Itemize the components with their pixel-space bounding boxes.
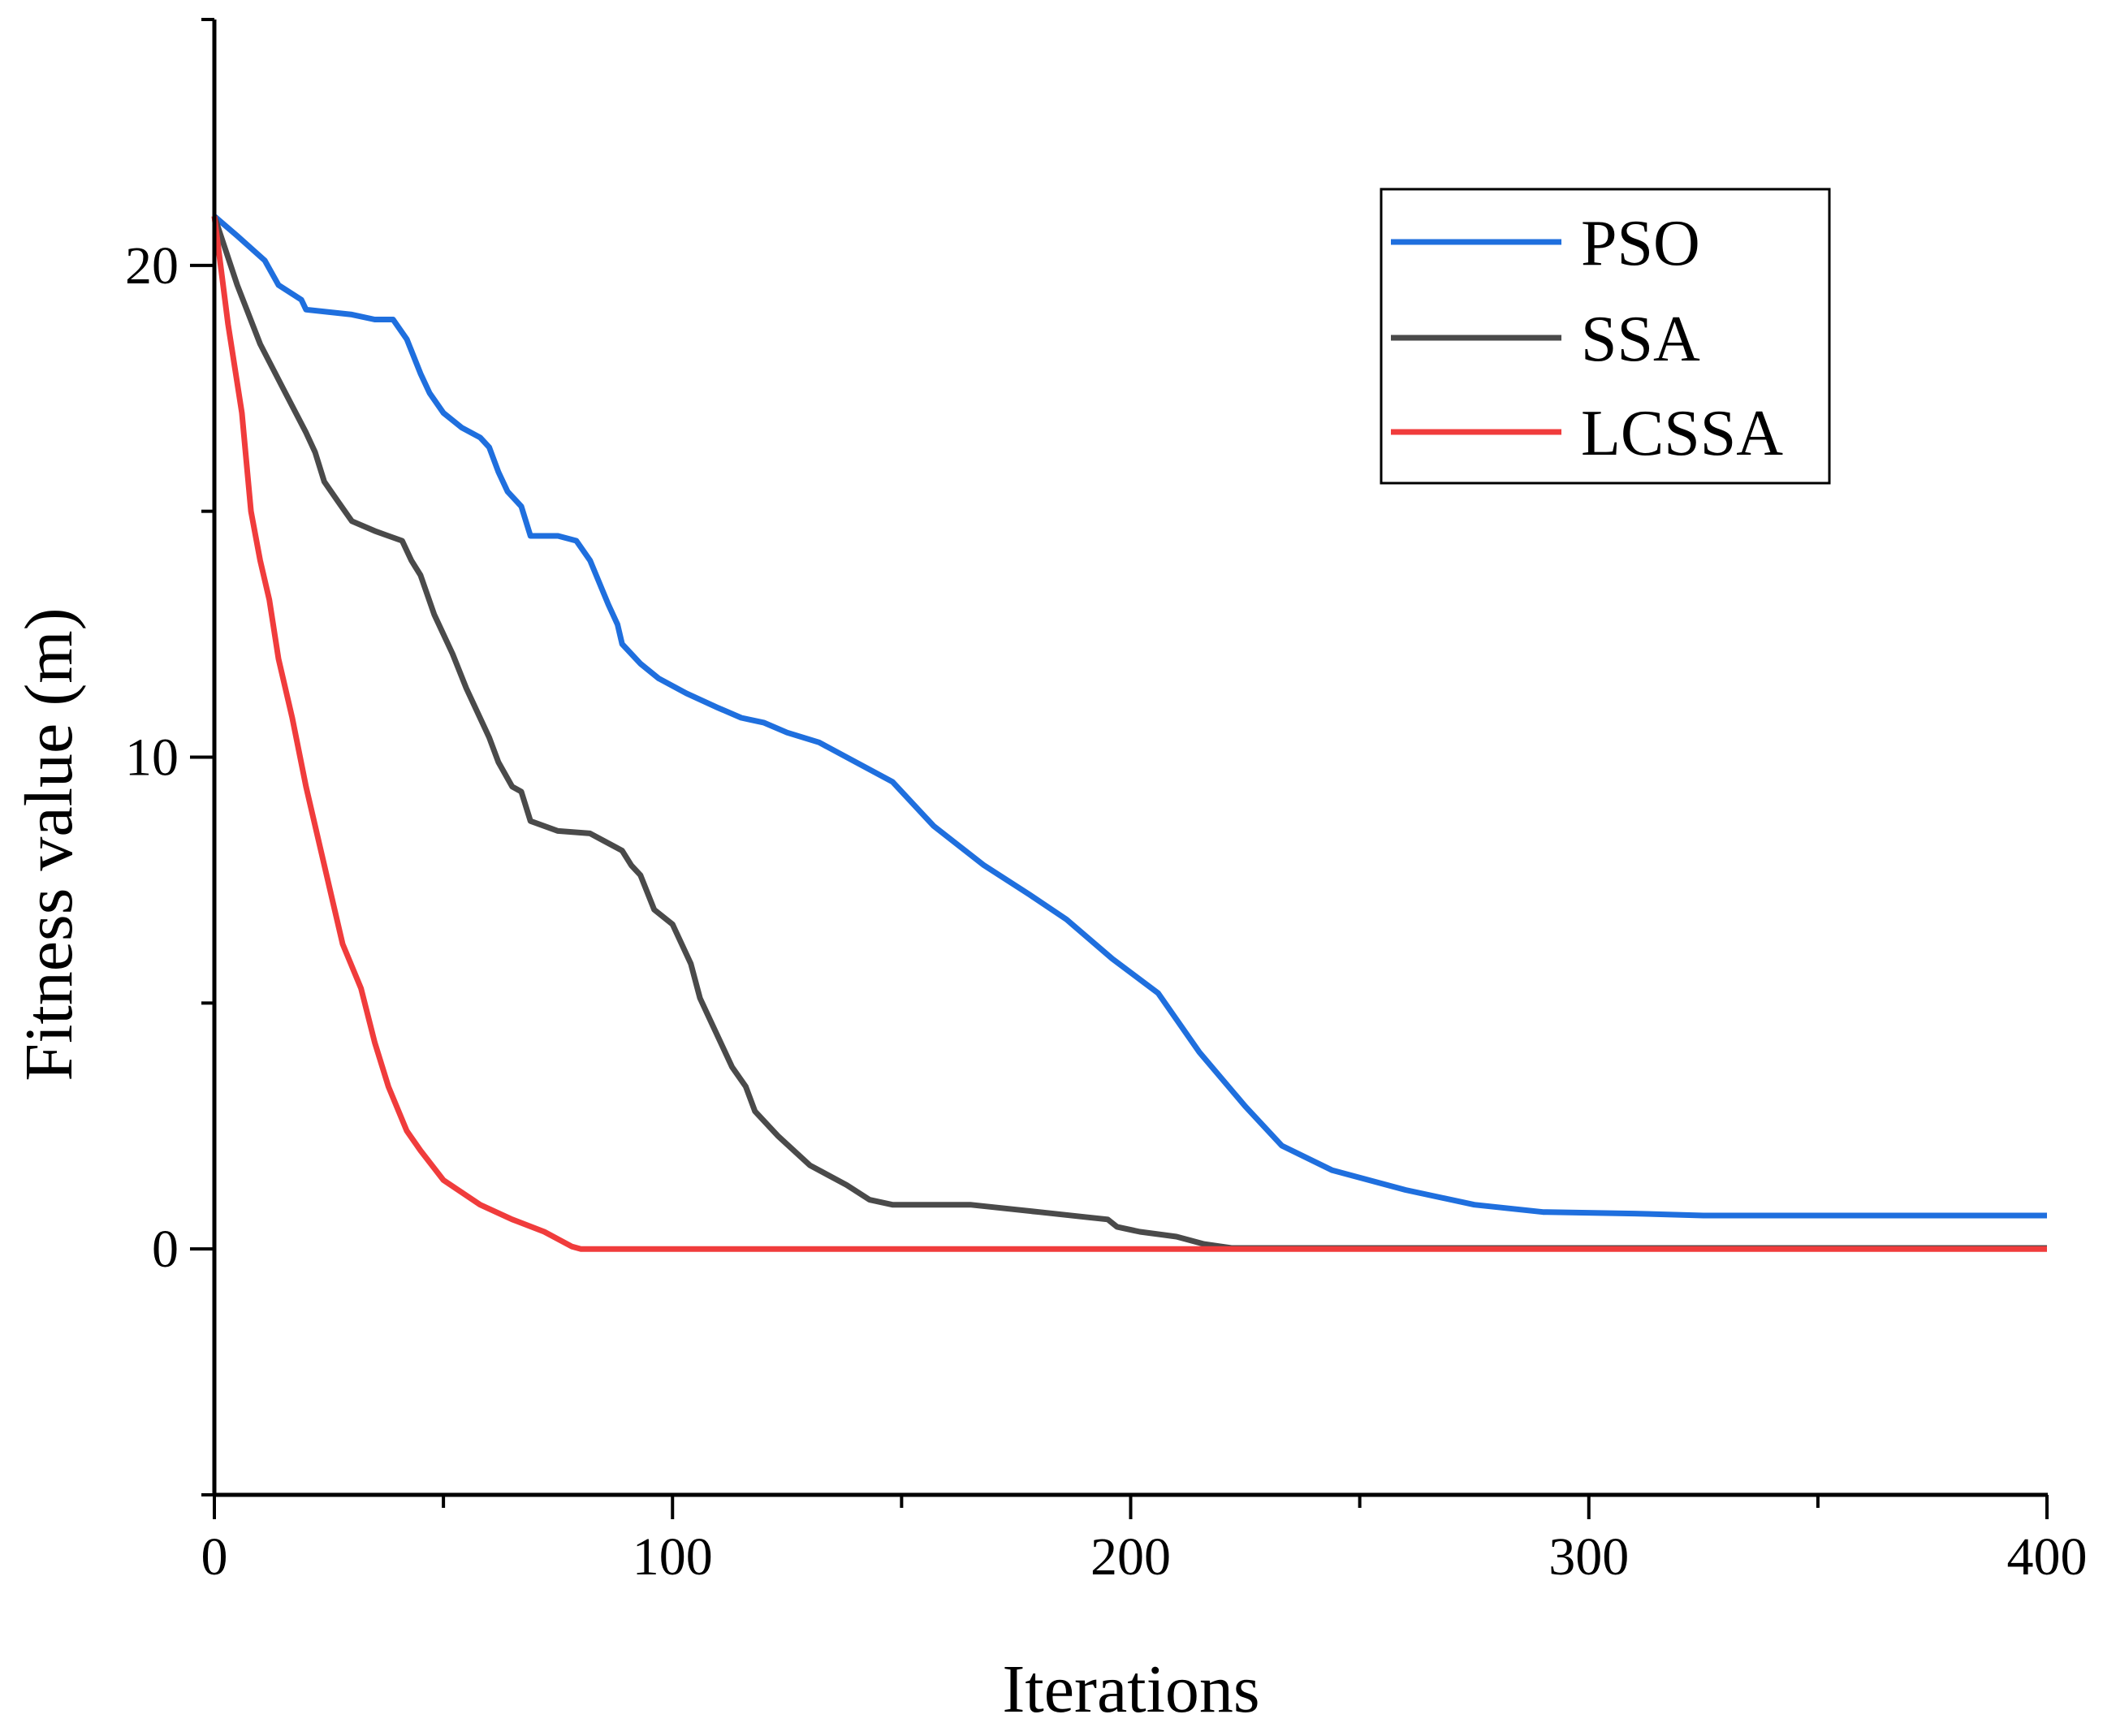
- series-line-pso: [212, 214, 2047, 1219]
- y-axis-title: Fitness value (m): [11, 607, 87, 1081]
- x-tick-label: 400: [2007, 1527, 2088, 1587]
- legend-label-lcssa: LCSSA: [1581, 398, 1783, 469]
- y-tick-label: 10: [125, 728, 179, 788]
- axes: 0 100 200 300 400 0 10 20: [125, 18, 2088, 1587]
- series-line-lcssa: [211, 215, 2047, 1252]
- x-axis-title: Iterations: [1002, 1652, 1259, 1727]
- legend-label-pso: PSO: [1581, 208, 1700, 279]
- x-tick-label: 100: [633, 1527, 713, 1587]
- y-tick-label: 0: [152, 1220, 179, 1279]
- plot-series: [211, 214, 2047, 1252]
- y-ticks: 0 10 20: [125, 18, 214, 1496]
- x-ticks: 0 100 200 300 400: [201, 1495, 2088, 1587]
- y-tick-label: 20: [125, 236, 179, 296]
- x-tick-label: 200: [1090, 1527, 1171, 1587]
- legend-label-ssa: SSA: [1581, 304, 1700, 375]
- legend: PSO SSA LCSSA: [1380, 188, 1831, 485]
- series-line-ssa: [211, 215, 2047, 1251]
- x-tick-label: 0: [201, 1527, 228, 1587]
- x-tick-label: 300: [1548, 1527, 1629, 1587]
